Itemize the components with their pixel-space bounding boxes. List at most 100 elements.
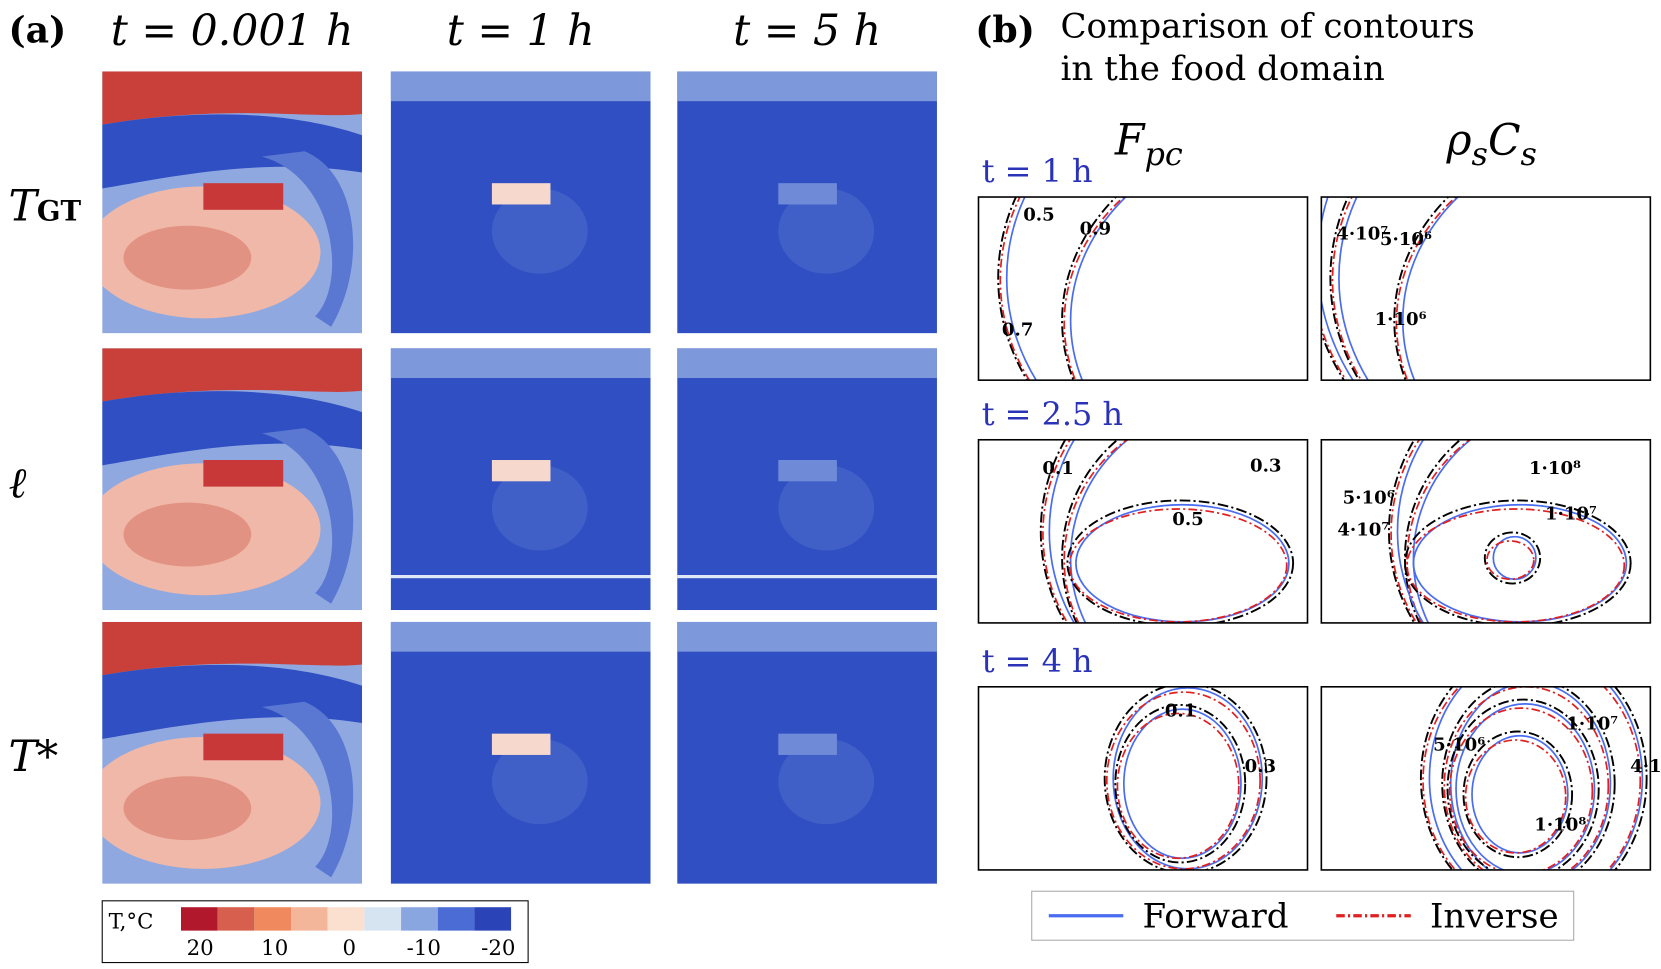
colorbar-swatch <box>401 907 438 931</box>
contour-inverse <box>1042 439 1072 623</box>
panel <box>677 348 937 611</box>
column-title: ρsCs <box>1446 115 1537 173</box>
contour-inverse <box>999 197 1031 381</box>
cold-band <box>102 391 363 466</box>
col-sub: pc <box>1144 135 1182 173</box>
contour-label: 5·10⁶ <box>1433 735 1485 756</box>
contour-forward <box>1338 197 1370 381</box>
legend-label: Forward <box>1142 896 1288 936</box>
contour-label: 0.1 <box>1165 701 1196 722</box>
contour-forward <box>1122 708 1242 860</box>
cold-swoop <box>261 151 354 327</box>
contour-frame <box>1320 686 1652 871</box>
plume <box>778 465 875 551</box>
time-label: t = 4 h <box>982 642 1093 680</box>
row-label-sub: GT <box>37 194 82 227</box>
colorbar-swatch <box>474 907 512 931</box>
contour-forward <box>1471 734 1569 854</box>
food-box <box>778 460 837 482</box>
contour-label: 0.7 <box>1002 319 1033 340</box>
food-box <box>491 183 551 205</box>
colorbar-swatch <box>437 907 475 931</box>
contour-black <box>1441 686 1616 870</box>
warm-box <box>203 183 284 210</box>
colorbar-tick-label: -10 <box>407 936 441 961</box>
contour-forward <box>1449 686 1612 870</box>
contour-forward <box>1412 503 1628 623</box>
contour-label: 5·10⁶ <box>1343 488 1395 509</box>
plume <box>778 188 875 274</box>
contour-frame <box>977 196 1309 381</box>
colorbar-swatch <box>254 907 292 931</box>
panel-label: (a) <box>9 9 67 52</box>
contour-frame <box>977 438 1309 624</box>
panel <box>390 621 651 884</box>
warm-top <box>102 348 363 402</box>
food-box <box>491 460 551 482</box>
contour-label: 0.3 <box>1245 756 1276 777</box>
contour-label: 4·10⁷ <box>1336 224 1388 245</box>
contour-inverse <box>1063 197 1125 381</box>
contour-forward <box>1069 439 1129 623</box>
food-box <box>778 183 837 205</box>
col-main: ρ <box>1446 115 1472 165</box>
contour-black <box>1061 439 1119 623</box>
panel <box>1039 439 1295 623</box>
panel <box>677 71 937 334</box>
contour-black <box>1061 197 1118 381</box>
contour-label: 0.9 <box>1080 218 1111 239</box>
colorbar-swatch <box>217 907 255 931</box>
row-label-main: T <box>9 181 40 231</box>
contour-inverse <box>1105 691 1261 870</box>
warm-core <box>123 225 252 290</box>
col-main: F <box>1114 115 1146 165</box>
panel <box>1388 439 1632 623</box>
panel-title: in the food domain <box>1060 49 1384 89</box>
panel <box>1103 686 1268 870</box>
contour-inverse <box>1422 686 1642 870</box>
panel <box>677 621 937 884</box>
contour-label: 1·10⁷ <box>1566 713 1618 734</box>
seam <box>677 575 937 579</box>
warm-box <box>203 733 284 761</box>
contour-label: 1·10⁸ <box>1534 815 1586 836</box>
row-label: ℓ <box>9 458 27 508</box>
plume <box>491 465 588 551</box>
contour-label: 1·10⁶ <box>1375 309 1427 330</box>
warm-core <box>123 776 252 841</box>
warm-top <box>102 621 363 676</box>
column-title: t = 1 h <box>447 6 595 56</box>
contour-inverse <box>1486 540 1535 581</box>
colorbar-tick-label: -20 <box>481 936 515 961</box>
warm-top <box>102 71 363 125</box>
contour-black <box>1114 703 1247 864</box>
panel <box>390 71 651 334</box>
panel <box>102 621 363 884</box>
contour-inverse <box>1390 439 1421 623</box>
colorbar-tick-label: 10 <box>261 936 288 961</box>
column-title: Fpc <box>1114 115 1183 173</box>
col-main: C <box>1488 115 1521 165</box>
colorbar-swatch <box>181 907 218 931</box>
contour-inverse <box>1406 508 1626 623</box>
col-sub: s <box>1521 135 1537 173</box>
contour-inverse <box>1464 739 1567 854</box>
row-label-main: T* <box>9 732 59 782</box>
contour-forward <box>1402 197 1460 381</box>
food-box <box>778 733 837 755</box>
time-label: t = 2.5 h <box>982 395 1123 433</box>
colorbar-swatch <box>364 907 402 931</box>
row-label: TGT <box>9 181 82 231</box>
contour-forward <box>1396 439 1425 623</box>
column-title: t = 0.001 h <box>111 6 354 56</box>
contour-forward <box>1455 703 1596 870</box>
contour-inverse <box>1395 197 1458 381</box>
contour-label: 4·10⁷ <box>1337 520 1389 541</box>
colorbar-swatch <box>291 907 328 931</box>
contour-label: 1·10⁸ <box>1529 458 1581 479</box>
plume <box>491 188 588 274</box>
contour-forward <box>1075 503 1290 623</box>
colorbar-swatch <box>327 907 365 931</box>
plume <box>778 738 875 825</box>
